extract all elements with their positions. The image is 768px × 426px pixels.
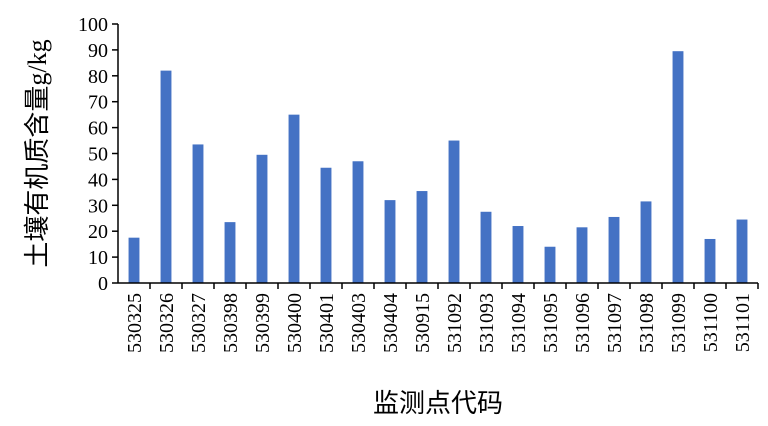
bar-531101 [736, 219, 748, 283]
x-tick-label-530398: 530398 [220, 293, 242, 353]
x-tick-label-530325: 530325 [124, 293, 146, 353]
bar-531095 [544, 246, 556, 283]
y-tick-label: 80 [88, 66, 108, 88]
x-tick-label-530403: 530403 [348, 293, 370, 353]
y-tick-label: 10 [88, 247, 108, 269]
y-tick-label: 90 [88, 40, 108, 62]
x-tick-label-531092: 531092 [444, 293, 466, 353]
bar-530915 [416, 191, 428, 283]
x-axis-labels: 530325 530326 530327 530398 530399 530400 5304… [124, 283, 759, 353]
x-tick-label-530404: 530404 [380, 293, 402, 353]
bar-531096 [576, 227, 588, 283]
x-tick-label-531096: 531096 [572, 293, 594, 353]
x-tick-label-530327: 530327 [188, 293, 210, 353]
bar-530326 [160, 70, 172, 284]
x-tick-label-530915: 530915 [412, 293, 434, 353]
bar-530400 [288, 114, 300, 284]
bar-531093 [480, 211, 492, 283]
x-tick-label-531097: 531097 [604, 293, 626, 353]
x-tick-label-530326: 530326 [156, 293, 178, 353]
bar-531097 [608, 216, 620, 283]
x-tick-label-530400: 530400 [284, 293, 306, 353]
y-tick-label: 100 [78, 14, 108, 36]
y-axis-title: 土壤有机质含量g/kg [23, 39, 52, 267]
bar-530403 [352, 161, 364, 283]
y-tick-label: 40 [88, 169, 108, 191]
y-tick-label: 30 [88, 195, 108, 217]
bar-531092 [448, 140, 460, 283]
x-tick-label-531093: 531093 [476, 293, 498, 353]
bar-530327 [192, 144, 204, 283]
bar-531100 [704, 238, 716, 283]
bar-531099 [672, 51, 684, 283]
y-tick-label: 20 [88, 221, 108, 243]
x-tick-label-530399: 530399 [252, 293, 274, 353]
y-tick-label: 70 [88, 92, 108, 114]
x-tick-label-531094: 531094 [508, 293, 530, 353]
x-tick-label-531101: 531101 [732, 293, 754, 352]
y-axis-ticks: 0 10 20 30 40 50 60 70 80 90 100 [78, 14, 118, 295]
x-tick-label-531100: 531100 [700, 293, 722, 352]
bar-530401 [320, 167, 332, 283]
y-tick-label: 0 [98, 273, 108, 295]
x-tick-label-531095: 531095 [540, 293, 562, 353]
x-axis-title: 监测点代码 [373, 389, 503, 418]
x-tick-label-531098: 531098 [636, 293, 658, 353]
y-tick-label: 60 [88, 118, 108, 140]
x-tick-label-530401: 530401 [316, 293, 338, 353]
bar-531094 [512, 226, 524, 283]
y-tick-label: 50 [88, 144, 108, 166]
x-tick-label-531099: 531099 [668, 293, 690, 353]
bar-530404 [384, 200, 396, 283]
bar-530399 [256, 154, 268, 283]
bar-530325 [128, 237, 140, 283]
bar-530398 [224, 222, 236, 283]
bar-531098 [640, 201, 652, 283]
bars [128, 51, 748, 284]
